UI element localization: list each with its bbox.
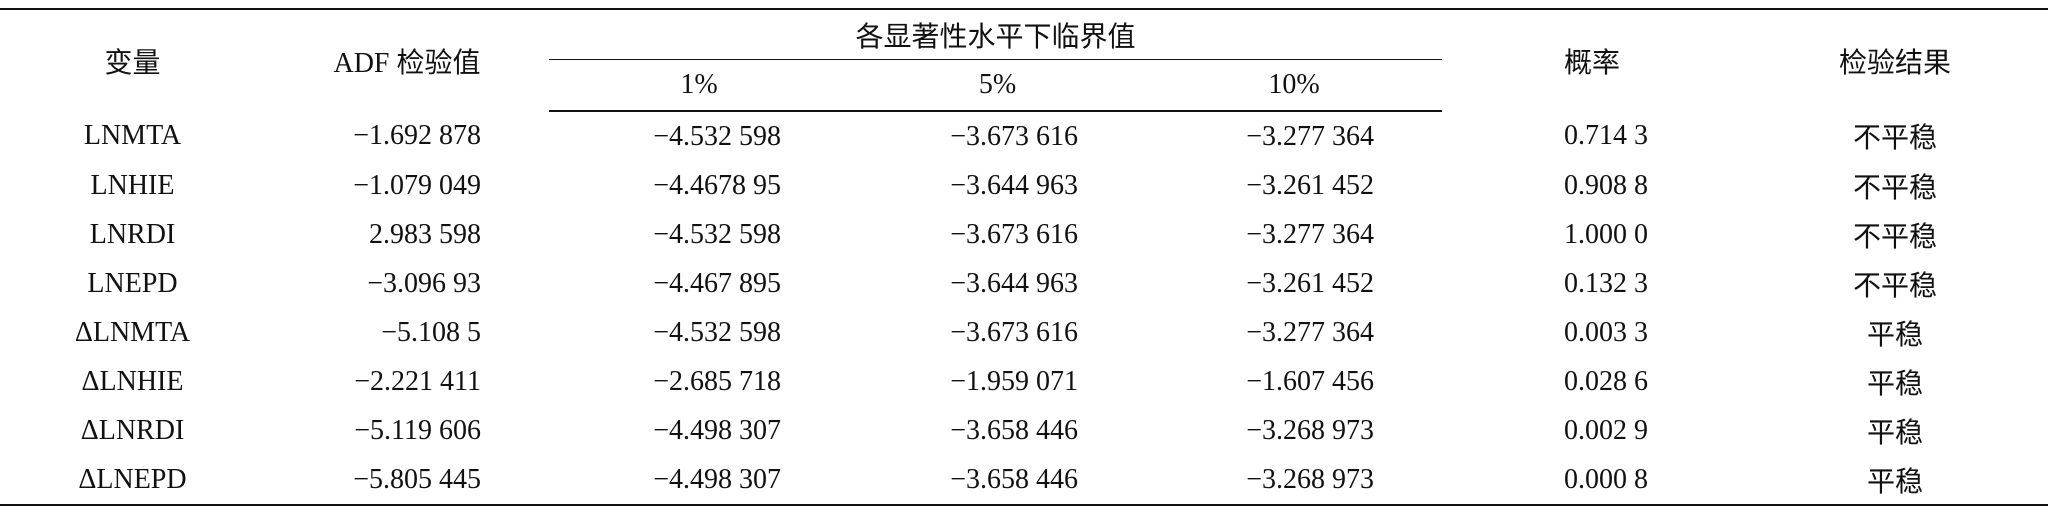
table-cell: LNMTA [83,120,182,151]
table-cell: 平稳 [1742,455,2048,506]
table-cell: ΔLNEPD [0,455,265,506]
sub-header: 10% [1146,60,1443,112]
table-cell: −3.658 446 [849,455,1146,506]
table-cell: 0.908 8 [1564,169,1649,201]
table-cell: −4.532 598 [653,316,781,348]
table-cell: −1.959 071 [950,365,1078,397]
table-cell: −5.805 445 [265,455,549,506]
table-cell: −3.673 616 [950,316,1078,348]
column-header: 检验结果 [1742,8,2048,111]
table-row: LNMTA −1.692 878 −4.532 598 −3.673 616 −3.27… [0,111,2048,161]
table-row: LNHIE −1.079 049 −4.4678 95 −3.644 963 −3.26… [0,161,2048,210]
table-cell: ΔLNHIE [81,365,184,397]
table-cell: 不平稳 [1853,123,1938,154]
table-cell: 平稳 [1867,417,1924,449]
table-header: 变量 ADF 检验值 各显著性水平下临界值 概率 检验结果 1% 5% 10% [0,8,2048,112]
table-cell: −1.692 878 [353,120,481,151]
table-cell: −1.079 049 [353,169,481,201]
table-cell: 0.132 3 [1564,267,1649,299]
table-cell: LNEPD [87,267,178,299]
table-cell: −4.498 307 [549,455,849,506]
table-cell: −3.673 616 [950,218,1078,250]
table-row: ΔLNRDI −5.119 606 −4.498 307 −3.658 446 −3.2… [0,406,2048,455]
table-cell: ΔLNRDI [80,414,185,446]
table-cell: 平稳 [1867,319,1924,351]
table-cell: −5.119 606 [354,414,481,446]
table-cell: −3.277 364 [1246,218,1375,250]
table-cell: −3.277 364 [1246,120,1375,152]
table-cell: 0.003 3 [1564,316,1649,348]
table-cell: LNHIE [90,169,175,201]
table-cell: −4.467 895 [653,267,781,299]
table-cell: −4.532 598 [653,218,781,250]
table-row: ΔLNMTA −5.108 5 −4.532 598 −3.673 616 −3.277… [0,308,2048,357]
table-cell: −4.498 307 [653,414,781,446]
table-cell: 2.983 598 [369,218,481,250]
sub-header: 1% [549,60,849,112]
table-cell: −3.268 973 [1146,455,1443,506]
data-table: 变量 ADF 检验值 各显著性水平下临界值 概率 检验结果 1% 5% 10% … [0,8,2048,506]
table-row: ΔLNEPD −5.805 445 −4.498 307 −3.658 446 −3.2… [0,455,2048,506]
table-cell: −3.261 452 [1246,267,1375,299]
table-cell: −3.673 616 [950,120,1078,152]
table-cell: −2.221 411 [354,365,481,397]
table-cell: −3.658 446 [950,414,1078,446]
table-cell: −3.644 963 [950,169,1078,201]
table-cell: 0.002 9 [1564,414,1649,446]
table-cell: ΔLNMTA [74,316,191,348]
table-cell: 平稳 [1867,368,1924,400]
table-cell: −3.268 973 [1246,414,1375,446]
table-cell: −3.277 364 [1246,316,1375,348]
header-row: 1% 5% 10% [0,60,2048,112]
table-cell: 0.714 3 [1564,120,1649,151]
sub-header: 5% [849,60,1146,112]
table-row: LNRDI 2.983 598 −4.532 598 −3.673 616 −3.277… [0,210,2048,259]
table-cell: 不平稳 [1853,270,1938,302]
table-cell: −1.607 456 [1246,365,1375,397]
column-header: 概率 [1442,8,1743,111]
table-row: ΔLNHIE −2.221 411 −2.685 718 −1.959 071 −1.6… [0,357,2048,406]
table-cell: 不平稳 [1853,172,1938,204]
table-cell: 不平稳 [1853,221,1938,253]
table-cell: −3.261 452 [1246,169,1375,201]
table-cell: −3.096 93 [367,267,481,299]
column-header: ADF 检验值 [265,8,549,111]
table-cell: −3.644 963 [950,267,1078,299]
header-row: 变量 ADF 检验值 各显著性水平下临界值 概率 检验结果 [0,8,2048,111]
column-header: 变量 [0,8,265,111]
table-body: LNMTA −1.692 878 −4.532 598 −3.673 616 −3.27… [0,111,2048,506]
table-cell: 1.000 0 [1564,218,1649,250]
table-row: LNEPD −3.096 93 −4.467 895 −3.644 963 −3.261… [0,259,2048,308]
table-cell: −4.4678 95 [653,169,781,201]
table-cell: −5.108 5 [381,316,481,348]
table-cell: −4.532 598 [653,120,781,152]
table-cell: 0.028 6 [1564,365,1649,397]
table-cell: LNRDI [89,218,176,250]
table-cell: −2.685 718 [653,365,781,397]
table-cell: 0.000 8 [1442,455,1743,506]
group-header: 各显著性水平下临界值 [549,8,1443,61]
